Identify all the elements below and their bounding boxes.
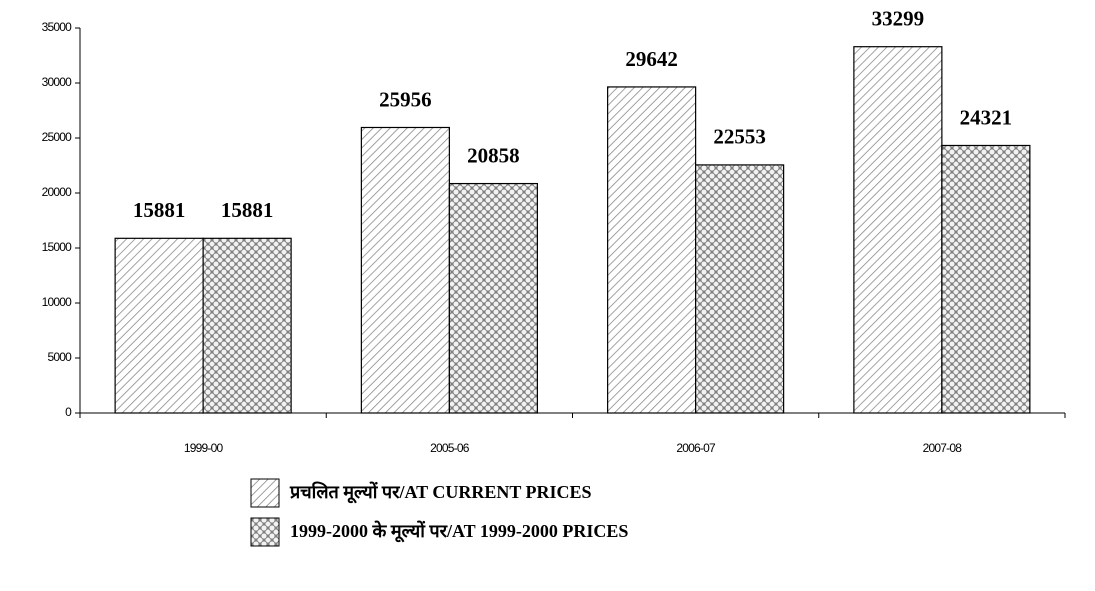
- y-tick-label: 30000: [42, 75, 72, 89]
- value-label: 33299: [872, 7, 925, 31]
- legend-swatch: [250, 517, 280, 547]
- x-tick-label: 2007-08: [923, 441, 963, 455]
- y-tick-label: 20000: [42, 185, 72, 199]
- y-tick-label: 35000: [42, 20, 72, 34]
- x-tick-label: 1999-00: [184, 441, 224, 455]
- legend-label: 1999-2000 के मूल्यों पर/AT 1999-2000 PRI…: [290, 520, 628, 543]
- bar: [695, 164, 785, 414]
- y-tick-label: 0: [65, 405, 72, 419]
- y-tick-label: 15000: [42, 240, 72, 254]
- y-tick-label: 10000: [42, 295, 72, 309]
- value-label: 15881: [133, 198, 186, 222]
- value-label: 24321: [960, 105, 1013, 129]
- legend-swatch: [250, 478, 280, 508]
- bar: [448, 182, 538, 414]
- bar: [202, 237, 292, 414]
- y-tick-label: 25000: [42, 130, 72, 144]
- value-label: 20858: [467, 143, 520, 167]
- legend-label: प्रचलित मूल्यों पर/AT CURRENT PRICES: [289, 481, 592, 504]
- bar: [607, 86, 697, 414]
- bar: [941, 144, 1031, 414]
- x-tick-label: 2005-06: [430, 441, 470, 455]
- x-tick-label: 2006-07: [676, 441, 716, 455]
- value-label: 29642: [625, 47, 678, 71]
- value-label: 15881: [221, 198, 274, 222]
- value-label: 22553: [713, 125, 766, 149]
- value-label: 25956: [379, 87, 432, 111]
- bar: [853, 46, 943, 414]
- y-tick-label: 5000: [48, 350, 73, 364]
- bar: [114, 237, 204, 414]
- bar: [360, 126, 450, 414]
